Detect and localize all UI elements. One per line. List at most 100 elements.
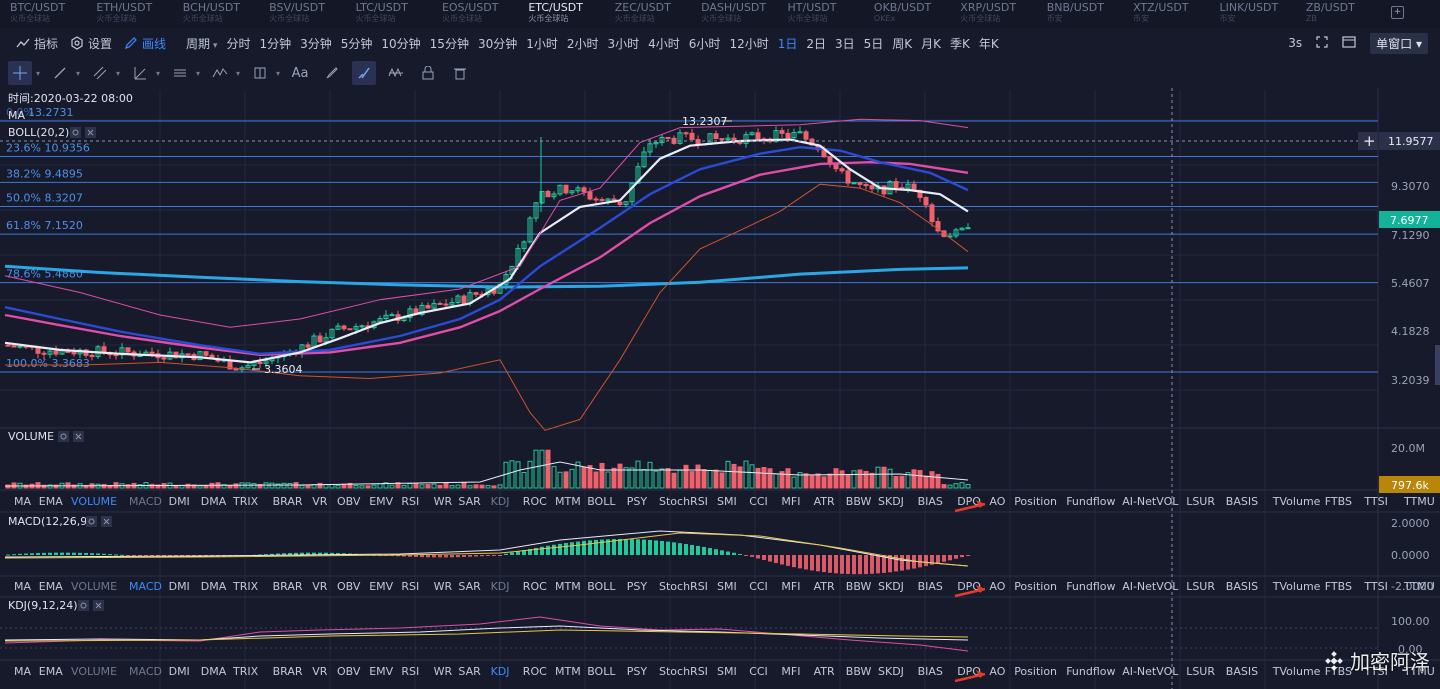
pair-tab-bsv[interactable]: BSV/USDT 火币全球站 [259,0,345,28]
indicator-tab-kdj[interactable]: KDJ [491,495,510,508]
indicator-tab-atr[interactable]: ATR [814,495,835,508]
indicator-tab-ftbs[interactable]: FTBS [1325,495,1352,508]
indicator-tab-obv[interactable]: OBV [337,665,361,678]
indicator-tab-volume[interactable]: VOLUME [71,495,117,508]
indicator-tab-fundflow[interactable]: Fundflow [1066,665,1115,678]
measure-icon[interactable] [248,61,280,85]
indicator-tab-boll[interactable]: BOLL [587,580,616,593]
indicator-tab-ftbs[interactable]: FTBS [1325,665,1352,678]
indicator-tab-ai-netvol[interactable]: AI-NetVOL [1122,580,1179,593]
indicator-tab-ttsi[interactable]: TTSI [1363,665,1387,678]
pair-tab-etc[interactable]: ETC/USDT 火币全球站 [518,0,604,28]
indicator-tab-wr[interactable]: WR [434,665,453,678]
indicator-tab-obv[interactable]: OBV [337,580,361,593]
indicator-tab-wr[interactable]: WR [434,495,453,508]
lock-icon[interactable] [416,61,440,85]
indicator-tab-smi[interactable]: SMI [717,580,737,593]
draw-button[interactable]: 画线 [124,35,166,52]
indicator-tab-volume[interactable]: VOLUME [71,665,117,678]
indicator-tab-mfi[interactable]: MFI [781,580,800,593]
indicator-tab-brar[interactable]: BRAR [273,495,303,508]
indicator-tab-wr[interactable]: WR [434,580,453,593]
indicator-tab-bbw[interactable]: BBW [846,580,872,593]
indicator-tab-atr[interactable]: ATR [814,580,835,593]
indicator-tab-trix[interactable]: TRIX [232,580,259,593]
indicator-tab-mtm[interactable]: MTM [555,665,581,678]
indicator-tab-fundflow[interactable]: Fundflow [1066,495,1115,508]
indicator-tab-dpo[interactable]: DPO [957,580,981,593]
hline-icon[interactable] [168,61,200,85]
pair-tab-btc[interactable]: BTC/USDT 火币全球站 [0,0,86,28]
period-0[interactable]: 分时 [226,36,251,51]
indicator-tab-obv[interactable]: OBV [337,495,361,508]
indicator-tab-smi[interactable]: SMI [717,495,737,508]
add-alert-button[interactable] [1358,132,1378,150]
indicator-tab-mtm[interactable]: MTM [555,580,581,593]
indicator-tab-sar[interactable]: SAR [458,580,481,593]
pair-tab-eth[interactable]: ETH/USDT 火币全球站 [86,0,172,28]
indicator-tab-dma[interactable]: DMA [201,580,227,593]
period-dropdown[interactable]: 周期 [186,35,217,52]
indicator-tab-position[interactable]: Position [1014,495,1057,508]
trash-icon[interactable] [448,61,472,85]
indicator-tab-ao[interactable]: AO [989,665,1005,678]
indicator-tab-bbw[interactable]: BBW [846,665,872,678]
indicator-tab-tvolume[interactable]: TVolume [1272,495,1321,508]
indicator-tab-stochrsi[interactable]: StochRSI [659,495,708,508]
period-5[interactable]: 15分钟 [429,36,469,51]
indicator-settings-button[interactable] [78,600,89,611]
indicator-tab-basis[interactable]: BASIS [1226,665,1258,678]
indicator-tab-dmi[interactable]: DMI [169,665,190,678]
indicator-tab-skdj[interactable]: SKDJ [878,495,904,508]
indicator-tab-trix[interactable]: TRIX [232,665,259,678]
plus-icon[interactable]: + [1391,6,1404,19]
period-11[interactable]: 6小时 [688,36,721,51]
indicator-tab-ao[interactable]: AO [989,580,1005,593]
period-19[interactable]: 季K [950,36,970,51]
indicator-tab-ftbs[interactable]: FTBS [1325,580,1352,593]
pair-tab-ltc[interactable]: LTC/USDT 火币全球站 [346,0,432,28]
indicator-tab-ttsi[interactable]: TTSI [1363,495,1387,508]
indicator-tab-dmi[interactable]: DMI [169,580,190,593]
indicator-tab-cci[interactable]: CCI [749,665,768,678]
indicator-tab-kdj[interactable]: KDJ [491,580,510,593]
indicator-tab-bias[interactable]: BIAS [918,580,943,593]
period-9[interactable]: 3小时 [607,36,640,51]
wave-icon[interactable] [208,61,240,85]
indicator-tab-tvolume[interactable]: TVolume [1272,580,1321,593]
indicators-button[interactable]: 指标 [16,35,58,52]
indicator-tab-basis[interactable]: BASIS [1226,580,1258,593]
period-13[interactable]: 1日 [777,36,798,51]
indicator-tab-ma[interactable]: MA [14,580,31,593]
indicator-tab-lsur[interactable]: LSUR [1186,665,1215,678]
indicator-tab-roc[interactable]: ROC [523,665,547,678]
indicator-tab-emv[interactable]: EMV [369,665,393,678]
indicator-tab-basis[interactable]: BASIS [1226,495,1258,508]
window-mode-select[interactable]: 单窗口 ▾ [1370,32,1428,54]
pair-tab-xtz[interactable]: XTZ/USDT 币安 [1123,0,1209,28]
line-icon[interactable] [48,61,80,85]
text-tool[interactable]: Aa [291,65,309,81]
pair-tab-zec[interactable]: ZEC/USDT 火币全球站 [605,0,691,28]
indicator-tab-macd[interactable]: MACD [129,665,162,678]
indicator-tab-roc[interactable]: ROC [523,580,547,593]
fullscreen-icon[interactable] [1316,35,1328,51]
indicator-tab-macd[interactable]: MACD [129,580,162,593]
indicator-tab-boll[interactable]: BOLL [587,665,616,678]
indicator-tab-fundflow[interactable]: Fundflow [1066,580,1115,593]
indicator-tab-brar[interactable]: BRAR [273,665,303,678]
settings-button[interactable]: 设置 [70,35,112,52]
indicator-tab-mfi[interactable]: MFI [781,665,800,678]
indicator-tab-kdj[interactable]: KDJ [491,665,510,678]
indicator-tab-bbw[interactable]: BBW [846,495,872,508]
indicator-tab-bias[interactable]: BIAS [918,495,943,508]
indicator-tab-position[interactable]: Position [1014,665,1057,678]
indicator-tab-rsi[interactable]: RSI [401,665,419,678]
pair-tab-zb[interactable]: ZB/USDT ZB [1296,0,1382,28]
period-12[interactable]: 12小时 [729,36,769,51]
indicator-tab-vr[interactable]: VR [312,580,328,593]
period-6[interactable]: 30分钟 [477,36,518,51]
indicator-tab-stochrsi[interactable]: StochRSI [659,665,708,678]
indicator-tab-sar[interactable]: SAR [458,495,481,508]
